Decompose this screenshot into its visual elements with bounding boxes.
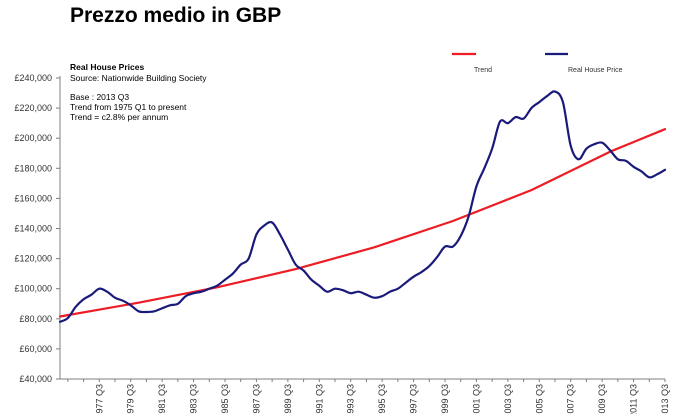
y-tick-label: £140,000 bbox=[14, 224, 52, 234]
chart-title: Real House Prices bbox=[70, 62, 144, 72]
x-tick-label: 2009 Q3 bbox=[597, 384, 607, 414]
x-tick-label: 2013 Q3 bbox=[660, 384, 670, 414]
annotation-text: Trend = c2.8% per annum bbox=[70, 112, 168, 122]
annotation-text: Source: Nationwide Building Society bbox=[70, 73, 207, 83]
trend-line bbox=[58, 128, 667, 318]
y-tick-label: £220,000 bbox=[14, 103, 52, 113]
series-lines bbox=[58, 90, 667, 323]
legend: Trend Real House Price bbox=[452, 52, 623, 74]
y-tick-label: £100,000 bbox=[14, 284, 52, 294]
page-title: Prezzo medio in GBP bbox=[70, 4, 282, 27]
x-tick-label: 1979 Q3 bbox=[126, 384, 136, 414]
x-tick-label: 1991 Q3 bbox=[314, 384, 324, 414]
x-tick-label: 1983 Q3 bbox=[189, 384, 199, 414]
x-tick-label: 1981 Q3 bbox=[157, 384, 167, 414]
y-tick-label: £120,000 bbox=[14, 254, 52, 264]
y-tick-label: £80,000 bbox=[19, 314, 52, 324]
x-tick-label: 1995 Q3 bbox=[377, 384, 387, 414]
y-tick-label: £200,000 bbox=[14, 133, 52, 143]
legend-label: Real House Price bbox=[568, 67, 623, 74]
y-tick-label: £40,000 bbox=[19, 374, 52, 384]
y-tick-label: £180,000 bbox=[14, 163, 52, 173]
y-tick-label: £240,000 bbox=[14, 73, 52, 83]
x-tick-label: 1977 Q3 bbox=[94, 384, 104, 414]
x-tick-label: 1997 Q3 bbox=[409, 384, 419, 414]
axes: £40,000 £60,000 £80,000 £100,000 £120,000 £14… bbox=[14, 73, 670, 414]
y-tick-label: £60,000 bbox=[19, 344, 52, 354]
x-tick-label: 1993 Q3 bbox=[346, 384, 356, 414]
real-house-price-line bbox=[58, 90, 667, 323]
x-tick-label: 1987 Q3 bbox=[251, 384, 261, 414]
legend-label: Trend bbox=[474, 67, 492, 74]
x-tick-label: 1985 Q3 bbox=[220, 384, 230, 414]
x-tick-label: 1989 Q3 bbox=[283, 384, 293, 414]
x-tick-label: 2011 Q3 bbox=[629, 384, 639, 414]
y-tick-label: £160,000 bbox=[14, 193, 52, 203]
annotation-text: Base : 2013 Q3 bbox=[70, 92, 129, 102]
x-tick-label: 1999 Q3 bbox=[440, 384, 450, 414]
x-tick-label: 2007 Q3 bbox=[566, 384, 576, 414]
x-tick-label: 2001 Q3 bbox=[471, 384, 481, 414]
x-tick-label: 2003 Q3 bbox=[503, 384, 513, 414]
x-tick-label: 2005 Q3 bbox=[534, 384, 544, 414]
annotation-text: Trend from 1975 Q1 to present bbox=[70, 102, 187, 112]
